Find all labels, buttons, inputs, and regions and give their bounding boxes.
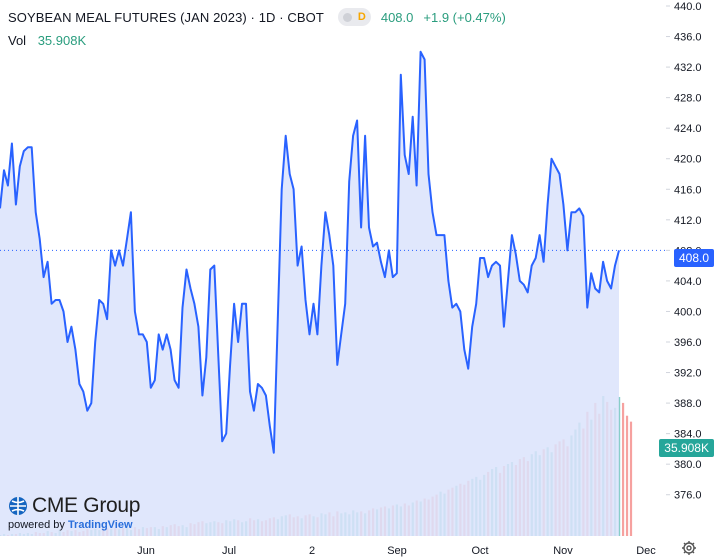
market-status-pill[interactable]: D xyxy=(337,8,371,26)
price-tick-label: 428.0 xyxy=(674,93,702,105)
status-dot-icon xyxy=(342,12,352,22)
time-tick-label: 2 xyxy=(309,545,315,557)
volume-bar xyxy=(621,402,625,536)
price-axis: 440.0 436.0 432.0 428.0 424.0 420.0 416.0 412.0… xyxy=(666,1,702,502)
symbol-title[interactable]: SOYBEAN MEAL FUTURES (JAN 2023) · 1D · C… xyxy=(8,9,324,25)
price-change: +1.9 (+0.47%) xyxy=(423,9,506,25)
time-tick-label: Dec xyxy=(636,545,656,557)
current-volume-label: 35.908K xyxy=(659,439,714,457)
price-tick-label: 412.0 xyxy=(674,215,702,227)
price-tick-label: 396.0 xyxy=(674,337,702,349)
time-tick-label: Sep xyxy=(387,545,407,557)
price-tick-label: 436.0 xyxy=(674,32,702,44)
volume-bar xyxy=(625,415,629,536)
time-axis: Jun Jul 2 Sep Oct Nov Dec xyxy=(137,545,656,557)
time-tick-label: Jun xyxy=(137,545,155,557)
last-price: 408.0 xyxy=(380,9,414,25)
volume-bar xyxy=(629,421,633,536)
price-line xyxy=(0,50,620,454)
tradingview-brand: TradingView xyxy=(67,519,133,531)
logo-text: CME Group xyxy=(32,494,141,517)
volume-value: 35.908K xyxy=(37,33,87,48)
price-tick-label: 380.0 xyxy=(674,459,702,471)
price-tick-label: 376.0 xyxy=(674,490,702,502)
price-tick-label: 388.0 xyxy=(674,398,702,410)
price-tick-label: 392.0 xyxy=(674,368,702,380)
cme-logo[interactable]: CME Group powered by TradingView xyxy=(8,494,140,531)
price-tick-label: 420.0 xyxy=(674,154,702,166)
price-tick-label: 404.0 xyxy=(674,276,702,288)
current-price-label: 408.0 xyxy=(673,249,714,267)
time-tick-label: Jul xyxy=(222,545,236,557)
price-tick-label: 400.0 xyxy=(674,306,702,318)
chart-legend: SOYBEAN MEAL FUTURES (JAN 2023) · 1D · C… xyxy=(8,8,506,26)
price-area xyxy=(0,51,619,537)
status-letter: D xyxy=(357,11,366,23)
price-tick-label: 440.0 xyxy=(674,1,702,13)
volume-bar xyxy=(618,396,621,536)
cme-globe-icon xyxy=(9,497,27,515)
powered-by-label: powered by xyxy=(8,519,65,531)
price-tick-label: 384.0 xyxy=(674,429,702,441)
gear-icon[interactable] xyxy=(681,540,697,556)
price-tick-label: 432.0 xyxy=(674,62,702,74)
price-tick-label: 416.0 xyxy=(674,184,702,196)
price-tick-label: 424.0 xyxy=(674,123,702,135)
volume-label: Vol xyxy=(8,33,27,48)
time-tick-label: Oct xyxy=(471,545,488,557)
time-tick-label: Nov xyxy=(553,545,573,557)
powered-by[interactable]: powered by TradingView xyxy=(8,519,140,531)
volume-legend: Vol 35.908K xyxy=(8,33,86,48)
